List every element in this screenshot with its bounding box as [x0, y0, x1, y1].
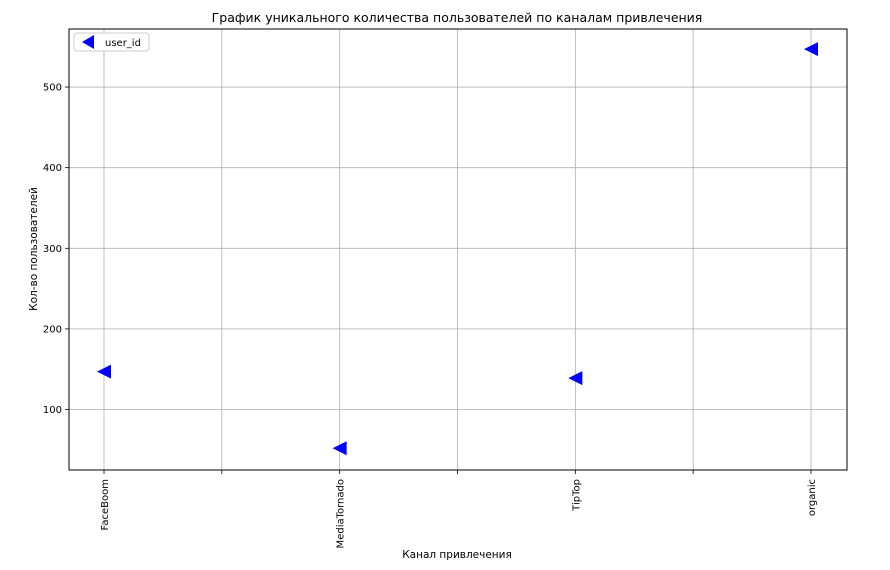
y-tick-label: 500 — [43, 83, 62, 94]
legend-marker-icon — [82, 35, 94, 49]
data-point — [568, 371, 583, 386]
x-tick-label: TipTop — [571, 479, 582, 512]
y-tick-label: 100 — [43, 405, 62, 416]
y-tick-label: 300 — [43, 244, 62, 255]
data-point — [804, 42, 818, 57]
y-tick-label: 400 — [43, 163, 62, 174]
y-axis-label: Кол-во пользователей — [28, 187, 40, 311]
x-axis: FaceBoom MediaTornado TipTop organic — [100, 470, 818, 548]
x-tick-label: MediaTornado — [336, 479, 347, 548]
legend-label: user_id — [105, 38, 141, 49]
data-points — [97, 42, 818, 456]
chart-title: График уникального количества пользовате… — [212, 10, 703, 25]
x-axis-label: Канал привлечения — [402, 549, 512, 561]
y-tick-label: 200 — [43, 324, 62, 335]
x-tick-label: FaceBoom — [100, 479, 111, 530]
x-tick-label: organic — [807, 479, 818, 516]
grid — [69, 29, 847, 470]
plot-frame — [68, 28, 848, 471]
data-point — [332, 441, 347, 456]
legend: user_id — [73, 32, 150, 52]
y-axis: 100 200 300 400 500 — [43, 83, 69, 416]
data-point — [97, 364, 111, 379]
